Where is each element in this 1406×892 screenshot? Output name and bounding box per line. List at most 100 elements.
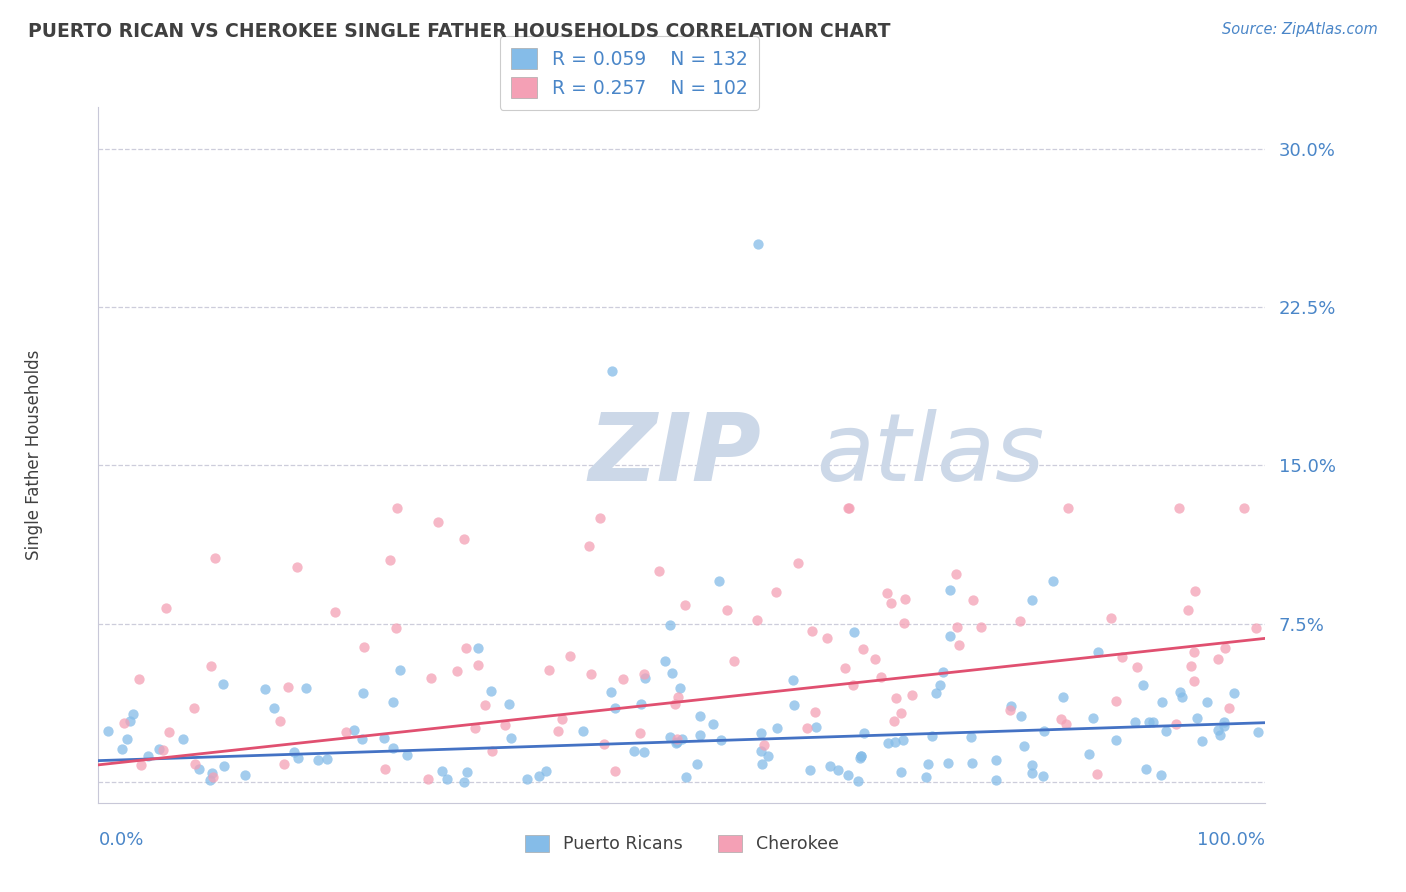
- Point: [998, 703, 1021, 717]
- Point: [686, 756, 709, 771]
- Point: [1137, 715, 1160, 730]
- Point: [673, 598, 696, 612]
- Point: [1244, 621, 1267, 635]
- Point: [782, 673, 804, 688]
- Point: [593, 737, 616, 751]
- Point: [538, 664, 561, 678]
- Point: [765, 584, 787, 599]
- Point: [848, 751, 870, 765]
- Point: [633, 745, 655, 759]
- Point: [295, 681, 318, 695]
- Point: [600, 685, 623, 699]
- Point: [1021, 765, 1043, 780]
- Point: [747, 237, 769, 252]
- Point: [446, 664, 468, 678]
- Point: [1085, 767, 1108, 781]
- Point: [766, 721, 789, 735]
- Point: [527, 769, 550, 783]
- Point: [498, 697, 520, 711]
- Point: [453, 533, 475, 547]
- Point: [921, 730, 943, 744]
- Point: [1213, 640, 1236, 655]
- Point: [1021, 593, 1043, 607]
- Point: [1247, 725, 1270, 739]
- Point: [456, 640, 478, 655]
- Point: [578, 539, 600, 553]
- Point: [962, 756, 984, 770]
- Point: [157, 724, 180, 739]
- Point: [1209, 728, 1232, 742]
- Text: 100.0%: 100.0%: [1198, 830, 1265, 848]
- Point: [172, 732, 194, 747]
- Point: [869, 670, 891, 684]
- Point: [1180, 659, 1202, 673]
- Point: [853, 725, 876, 739]
- Point: [395, 747, 418, 762]
- Point: [842, 678, 865, 692]
- Point: [456, 764, 478, 779]
- Point: [558, 648, 581, 663]
- Point: [876, 586, 898, 600]
- Point: [536, 764, 558, 779]
- Point: [945, 620, 967, 634]
- Point: [948, 638, 970, 652]
- Point: [200, 659, 222, 673]
- Point: [1126, 659, 1149, 673]
- Point: [962, 593, 984, 607]
- Point: [945, 567, 967, 582]
- Point: [863, 652, 886, 666]
- Point: [658, 730, 681, 744]
- Point: [1099, 611, 1122, 625]
- Point: [128, 672, 150, 686]
- Point: [1213, 719, 1236, 733]
- Point: [846, 774, 869, 789]
- Point: [307, 753, 329, 767]
- Point: [654, 654, 676, 668]
- Point: [263, 701, 285, 715]
- Point: [122, 707, 145, 722]
- Point: [1105, 694, 1128, 708]
- Point: [499, 731, 522, 746]
- Point: [818, 759, 841, 773]
- Point: [201, 766, 224, 780]
- Point: [783, 698, 806, 712]
- Point: [702, 717, 724, 731]
- Point: [118, 714, 141, 728]
- Point: [671, 731, 693, 746]
- Point: [418, 772, 440, 787]
- Point: [1111, 650, 1133, 665]
- Point: [799, 763, 821, 777]
- Point: [385, 621, 408, 635]
- Point: [1056, 500, 1078, 515]
- Point: [551, 712, 574, 726]
- Point: [1012, 739, 1035, 754]
- Point: [373, 731, 395, 746]
- Point: [984, 753, 1007, 767]
- Point: [936, 756, 959, 770]
- Point: [1177, 603, 1199, 617]
- Point: [984, 773, 1007, 788]
- Point: [233, 768, 256, 782]
- Point: [283, 745, 305, 759]
- Point: [1105, 733, 1128, 747]
- Text: Source: ZipAtlas.com: Source: ZipAtlas.com: [1222, 22, 1378, 37]
- Point: [883, 714, 905, 729]
- Point: [969, 620, 991, 634]
- Point: [211, 677, 233, 691]
- Point: [1185, 711, 1208, 725]
- Point: [605, 764, 627, 778]
- Point: [316, 752, 339, 766]
- Point: [479, 684, 502, 698]
- Point: [184, 756, 207, 771]
- Point: [516, 772, 538, 786]
- Point: [838, 500, 860, 515]
- Point: [612, 673, 634, 687]
- Point: [155, 601, 177, 615]
- Point: [806, 720, 828, 734]
- Point: [1000, 699, 1022, 714]
- Point: [148, 742, 170, 756]
- Text: 0.0%: 0.0%: [98, 830, 143, 848]
- Point: [827, 763, 849, 777]
- Point: [849, 749, 872, 764]
- Point: [800, 624, 823, 639]
